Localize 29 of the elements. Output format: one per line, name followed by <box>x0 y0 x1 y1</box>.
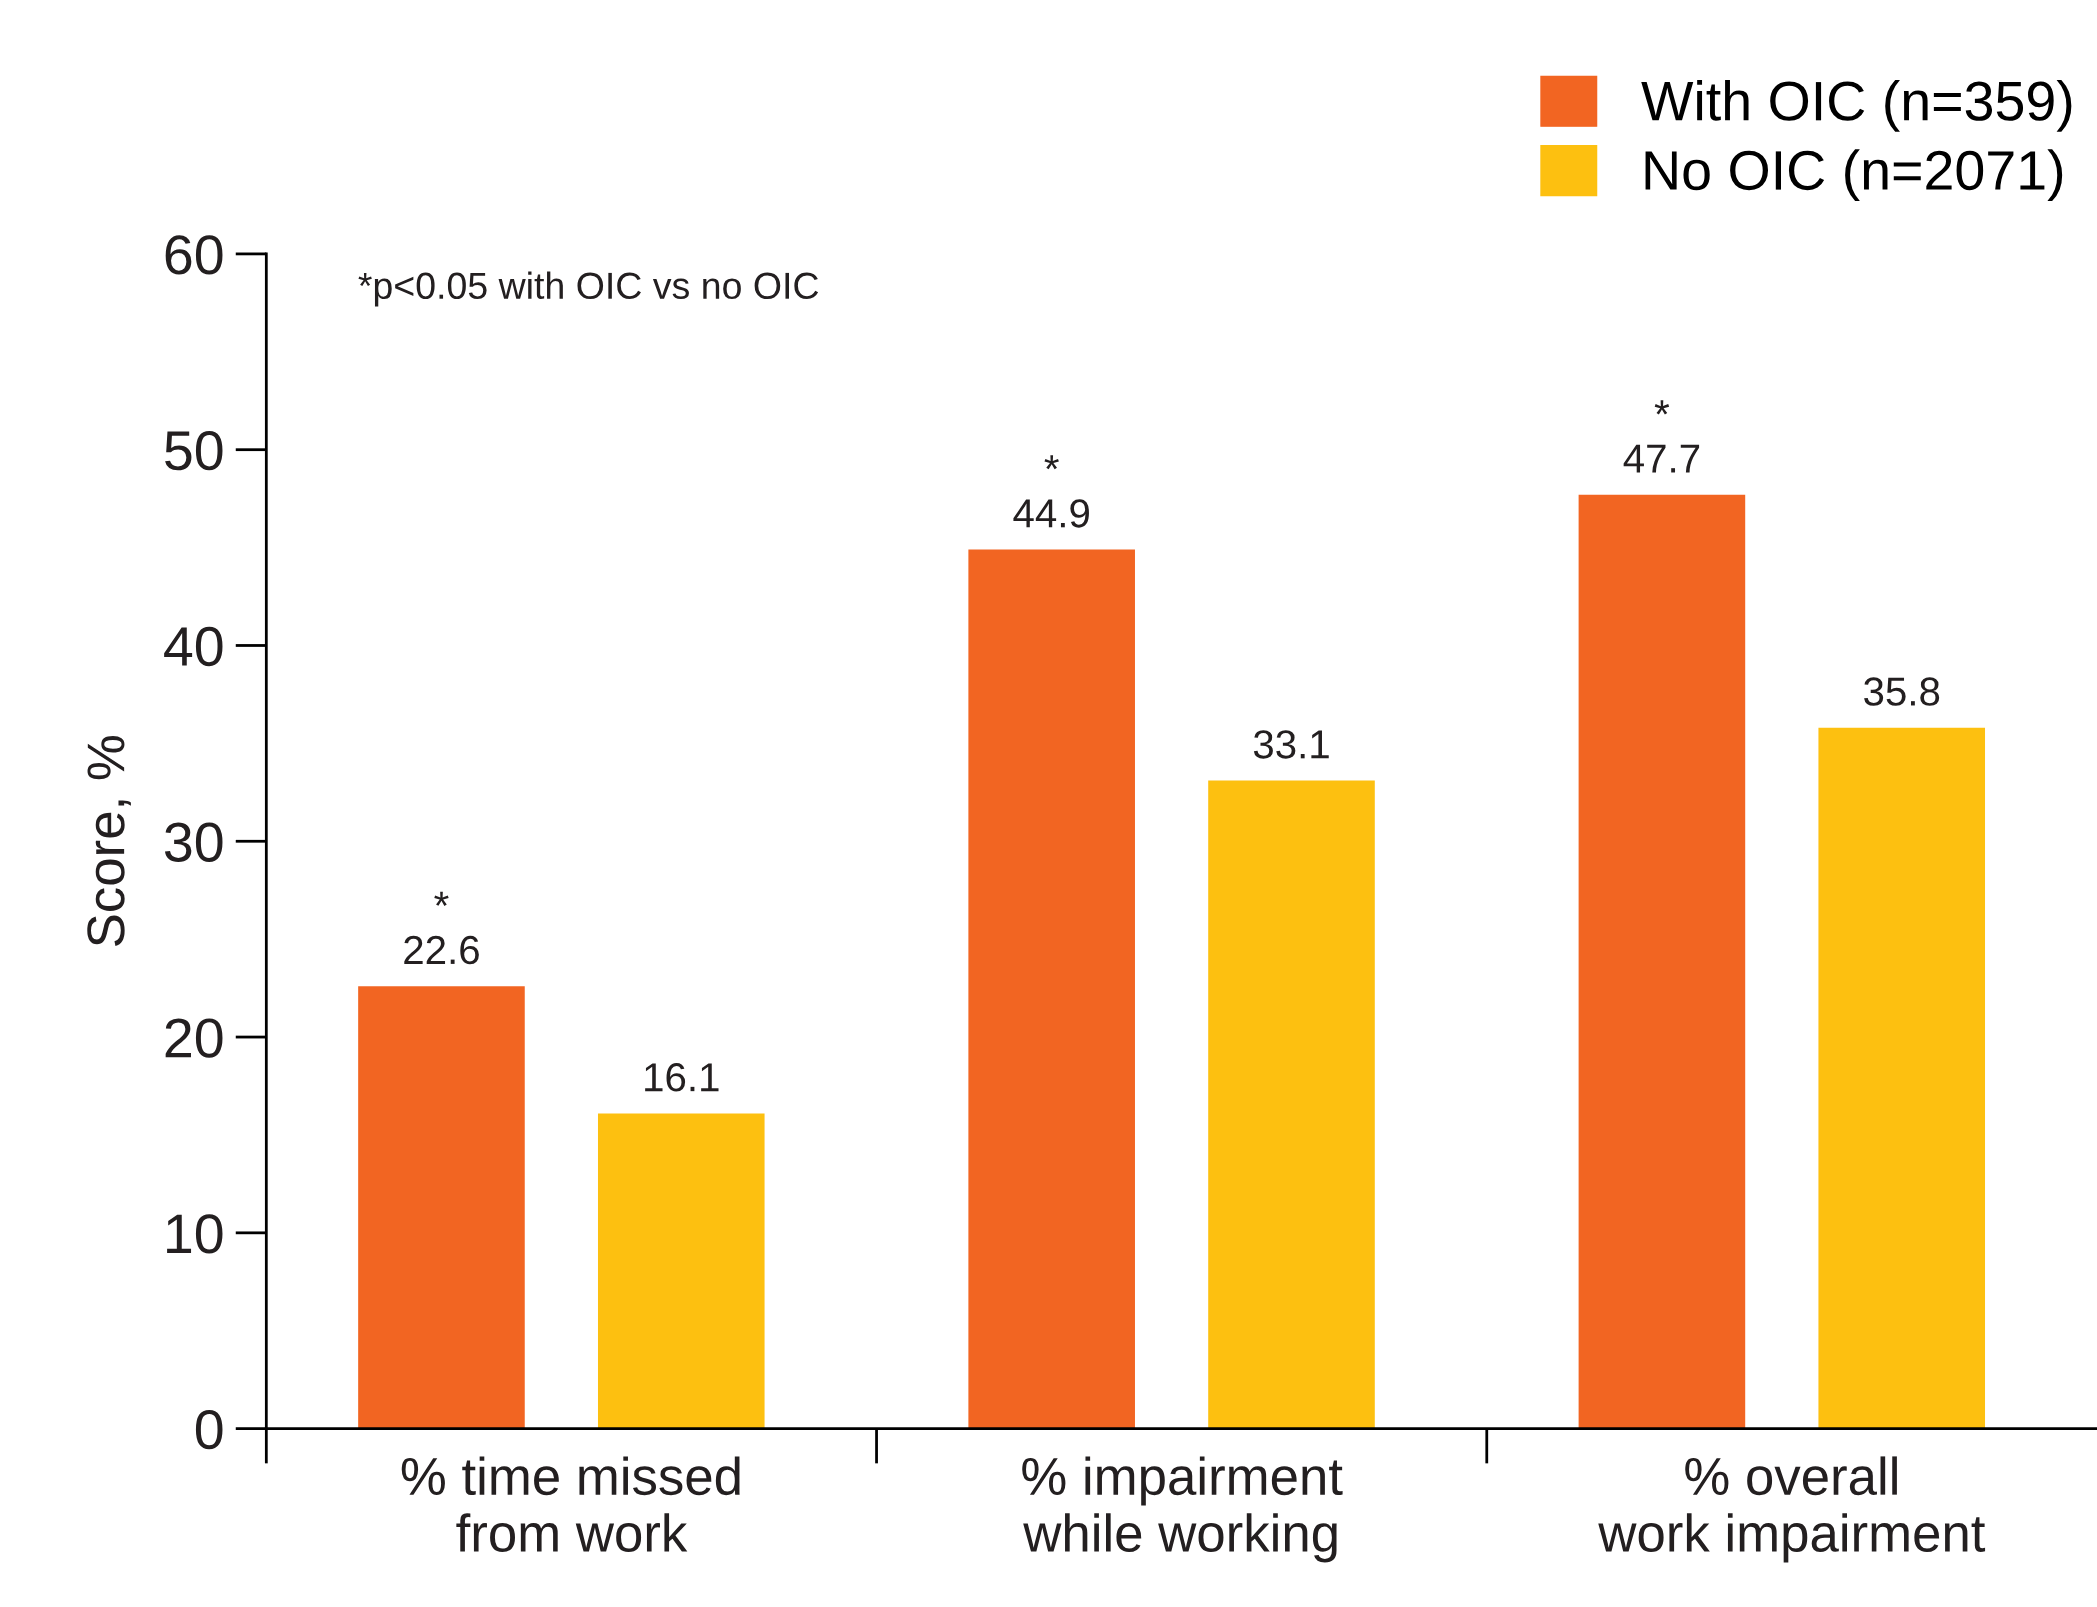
y-axis-title: Score, % <box>87 736 131 946</box>
y-tick-label: 40 <box>164 626 223 667</box>
y-tick-label: 60 <box>165 235 223 275</box>
annotation: * <box>434 891 449 906</box>
bar <box>968 549 1135 1429</box>
data-label: 33.1 <box>1253 730 1329 759</box>
legend-label: No OIC (n=2071) <box>1645 149 2063 202</box>
x-tick-label: % impairment while working <box>1022 1456 1343 1563</box>
data-label: 47.7 <box>1623 444 1700 473</box>
y-tick-label: 0 <box>195 1409 223 1450</box>
x-tick-label: % overall work impairment <box>1598 1456 1986 1563</box>
data-label: 44.9 <box>1013 499 1089 528</box>
annotation: *p<0.05 with OIC vs no OIC <box>358 271 819 307</box>
bar <box>597 1113 765 1429</box>
annotation: * <box>1654 400 1670 415</box>
data-label: 16.1 <box>645 1063 719 1092</box>
bar <box>1818 727 1986 1429</box>
legend-label: With OIC (n=359) <box>1641 80 2072 132</box>
y-tick-label: 20 <box>165 1018 223 1058</box>
data-label: 22.6 <box>404 935 479 965</box>
bar <box>1578 494 1746 1429</box>
y-tick-label: 50 <box>165 431 223 471</box>
bar <box>358 986 525 1429</box>
y-tick-label: 10 <box>167 1214 223 1254</box>
x-tick-label: % time missed from work <box>401 1456 740 1553</box>
bar <box>1208 780 1375 1429</box>
annotation: * <box>1044 455 1059 470</box>
data-label: 35.8 <box>1864 677 1940 706</box>
y-tick-label: 30 <box>164 822 223 862</box>
